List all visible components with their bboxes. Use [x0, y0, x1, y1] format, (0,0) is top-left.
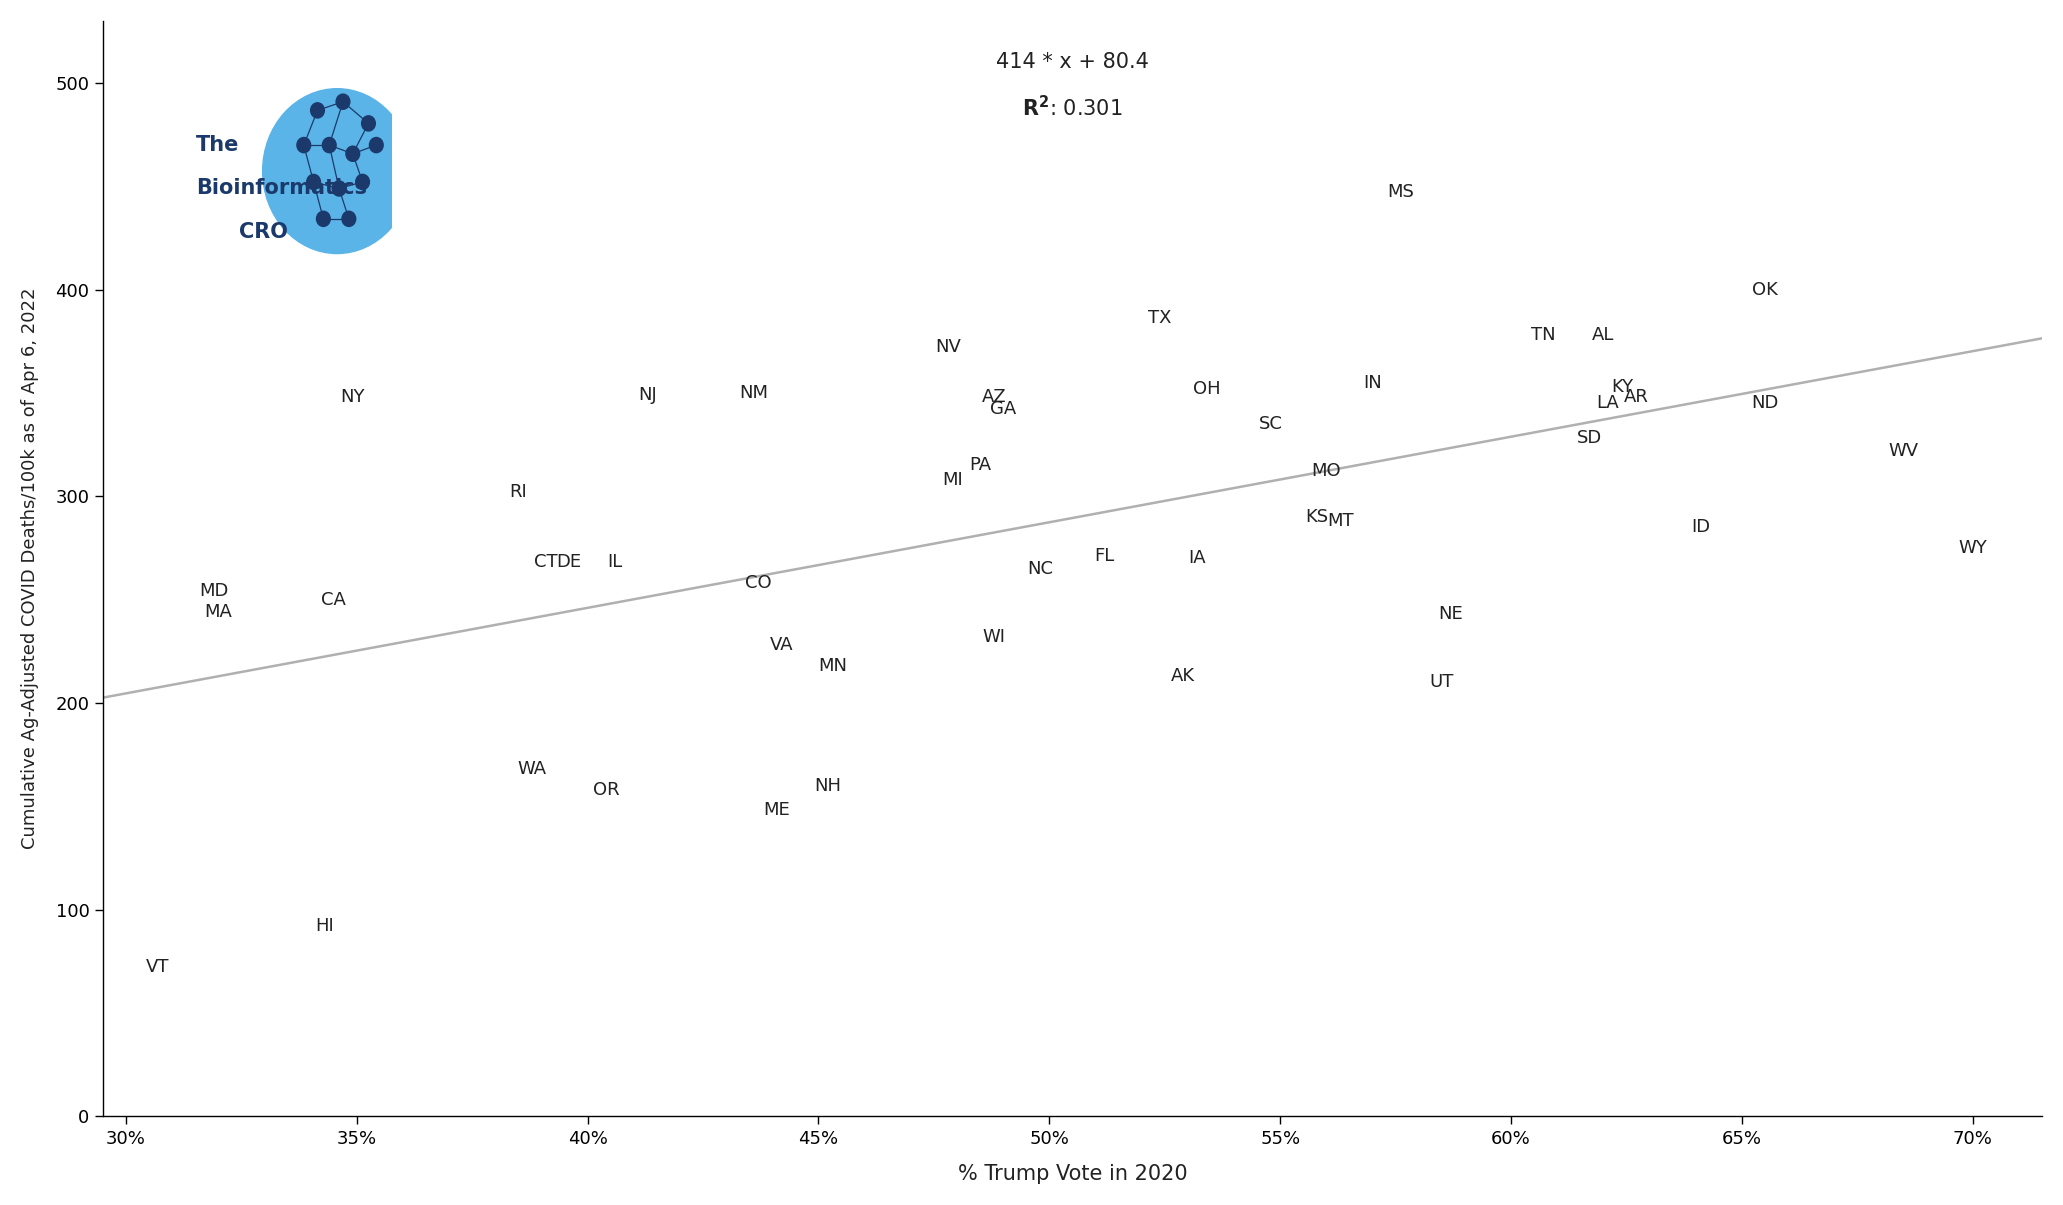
Text: MT: MT	[1327, 512, 1353, 530]
Text: GA: GA	[990, 400, 1017, 418]
Text: NE: NE	[1438, 605, 1463, 623]
Text: The: The	[196, 135, 239, 155]
Text: OK: OK	[1751, 281, 1778, 299]
Text: AR: AR	[1624, 388, 1648, 406]
Text: AL: AL	[1593, 327, 1615, 343]
Text: PA: PA	[970, 457, 990, 475]
Circle shape	[297, 137, 312, 153]
Text: HI: HI	[316, 917, 334, 935]
Text: VA: VA	[769, 636, 794, 654]
Circle shape	[355, 175, 369, 189]
Text: NY: NY	[340, 388, 365, 406]
Text: Bioinformatics: Bioinformatics	[196, 178, 367, 199]
Text: CT: CT	[534, 553, 557, 571]
Circle shape	[312, 102, 324, 118]
Circle shape	[316, 211, 330, 227]
Text: MA: MA	[204, 602, 231, 621]
Text: MI: MI	[943, 471, 963, 489]
X-axis label: % Trump Vote in 2020: % Trump Vote in 2020	[957, 1164, 1186, 1185]
Text: IL: IL	[609, 553, 623, 571]
Y-axis label: Cumulative Ag-Adjusted COVID Deaths/100k as of Apr 6, 2022: Cumulative Ag-Adjusted COVID Deaths/100k…	[21, 288, 39, 850]
Text: AK: AK	[1172, 668, 1194, 686]
Text: LA: LA	[1597, 394, 1619, 412]
Text: $\mathbf{R^2}$: 0.301: $\mathbf{R^2}$: 0.301	[1021, 95, 1122, 121]
Circle shape	[342, 211, 355, 227]
Text: WV: WV	[1888, 442, 1919, 460]
Circle shape	[307, 175, 320, 189]
Circle shape	[332, 181, 347, 196]
Text: WI: WI	[982, 628, 1005, 646]
Text: MO: MO	[1312, 463, 1341, 481]
Text: CRO: CRO	[239, 222, 289, 242]
Text: SC: SC	[1258, 415, 1283, 433]
Text: ME: ME	[763, 801, 790, 819]
Text: NH: NH	[815, 776, 842, 794]
Circle shape	[361, 116, 375, 131]
Text: MS: MS	[1386, 183, 1413, 201]
Text: CO: CO	[745, 574, 772, 592]
Text: SD: SD	[1576, 429, 1603, 447]
Text: KY: KY	[1611, 377, 1634, 395]
Text: ID: ID	[1692, 518, 1710, 536]
Text: RI: RI	[510, 483, 528, 501]
Text: OR: OR	[592, 781, 619, 799]
Text: OH: OH	[1192, 380, 1219, 398]
Text: MN: MN	[817, 657, 846, 675]
Text: VT: VT	[146, 958, 169, 976]
Text: NJ: NJ	[637, 386, 656, 404]
Text: TN: TN	[1531, 327, 1556, 343]
Text: NV: NV	[935, 339, 961, 357]
Text: CA: CA	[322, 590, 347, 609]
Text: NC: NC	[1027, 559, 1052, 577]
Text: 414 * x + 80.4: 414 * x + 80.4	[996, 52, 1149, 72]
Text: WY: WY	[1958, 539, 1987, 557]
Circle shape	[262, 89, 411, 253]
Text: UT: UT	[1430, 674, 1454, 692]
Text: TX: TX	[1149, 310, 1172, 328]
Text: NM: NM	[739, 384, 767, 402]
Circle shape	[347, 146, 359, 161]
Circle shape	[369, 137, 384, 153]
Circle shape	[322, 137, 336, 153]
Text: IA: IA	[1188, 549, 1207, 568]
Circle shape	[336, 94, 351, 110]
Text: AZ: AZ	[982, 388, 1007, 406]
Text: FL: FL	[1095, 547, 1114, 565]
Text: IN: IN	[1364, 374, 1382, 392]
Text: KS: KS	[1306, 507, 1329, 525]
Text: MD: MD	[198, 582, 229, 600]
Text: DE: DE	[557, 553, 582, 571]
Text: WA: WA	[518, 760, 547, 778]
Text: ND: ND	[1751, 394, 1778, 412]
